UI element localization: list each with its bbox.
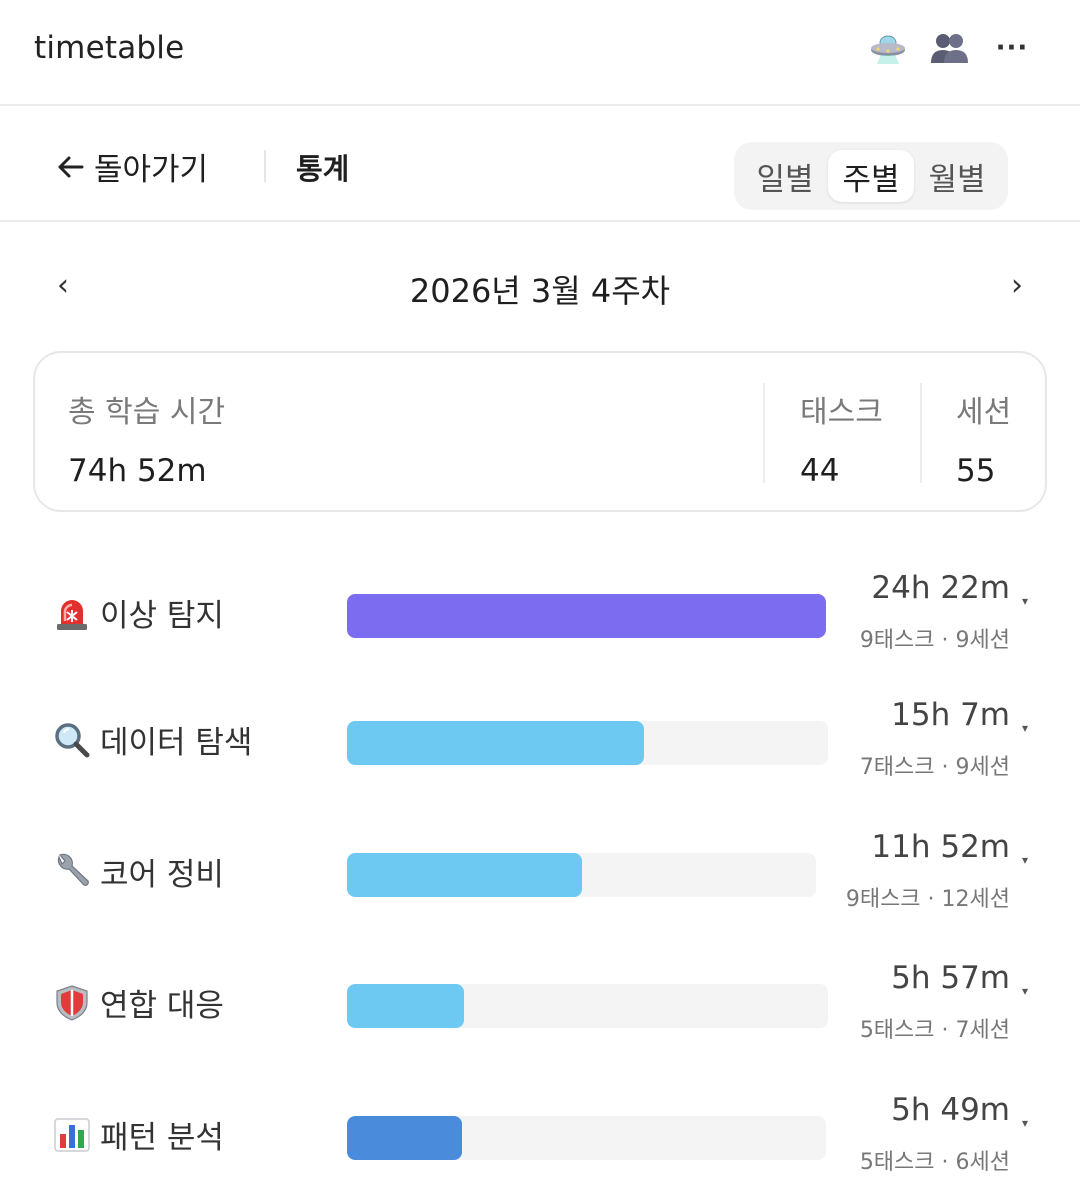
tab-monthly[interactable]: 월별 (928, 161, 986, 198)
category-row[interactable]: 연합 대응 5h 57m 5태스크 · 7세션 ▾ (0, 954, 1080, 1064)
back-arrow-icon (58, 156, 84, 177)
category-time: 24h 22m (871, 570, 1010, 606)
category-label: 연합 대응 (100, 988, 224, 1024)
category-time: 11h 52m (871, 829, 1010, 865)
category-label: 패턴 분석 (100, 1120, 224, 1156)
shield-icon (52, 983, 92, 1023)
sub-header: 돌아가기 통계 일별 주별 월별 (0, 106, 1080, 222)
next-period-button[interactable]: › (1011, 268, 1023, 303)
sessions-label: 세션 (956, 395, 1012, 430)
chevron-down-icon[interactable]: ▾ (1021, 984, 1028, 998)
period-label: 2026년 3월 4주차 (409, 272, 671, 310)
top-bar: timetable ··· (0, 0, 1080, 106)
summary-card: 총 학습 시간 74h 52m 태스크 44 세션 55 (33, 351, 1047, 512)
progress-fill (347, 721, 644, 765)
back-button[interactable]: 돌아가기 (56, 144, 208, 189)
divider (763, 383, 765, 483)
progress-fill (347, 1116, 462, 1160)
category-row[interactable]: 데이터 탐색 15h 7m 7태스크 · 9세션 ▾ (0, 691, 1080, 801)
magnifier-icon (52, 720, 92, 760)
category-time: 5h 49m (891, 1092, 1010, 1128)
sessions-value: 55 (956, 453, 996, 489)
progress-track (347, 853, 816, 897)
sessions-block: 세션 55 (956, 387, 1011, 489)
progress-track (347, 984, 828, 1028)
category-label: 데이터 탐색 (100, 725, 253, 761)
category-meta: 5태스크 · 6세션 (859, 1150, 1010, 1175)
progress-track (347, 594, 826, 638)
divider (920, 383, 922, 483)
category-meta: 5태스크 · 7세션 (859, 1018, 1010, 1043)
wrench-icon (52, 852, 92, 892)
page-title: 통계 (296, 152, 350, 186)
category-meta: 9태스크 · 9세션 (859, 628, 1010, 653)
progress-fill (347, 984, 464, 1028)
progress-track (347, 1116, 826, 1160)
category-label: 이상 탐지 (100, 598, 224, 634)
back-label: 돌아가기 (94, 152, 209, 188)
tasks-value: 44 (800, 453, 840, 489)
chevron-down-icon[interactable]: ▾ (1021, 594, 1028, 608)
ufo-icon[interactable] (868, 26, 908, 70)
tab-weekly[interactable]: 주별 (828, 150, 914, 202)
category-time: 15h 7m (891, 697, 1010, 733)
progress-track (347, 721, 828, 765)
category-name: 이상 탐지 (52, 590, 224, 635)
total-time-value: 74h 52m (68, 453, 207, 489)
category-name: 코어 정비 (52, 849, 224, 894)
category-row[interactable]: 코어 정비 11h 52m 9태스크 · 12세션 ▾ (0, 823, 1080, 933)
period-toggle: 일별 주별 월별 (734, 142, 1008, 210)
category-row[interactable]: 패턴 분석 5h 49m 5태스크 · 6세션 ▾ (0, 1086, 1080, 1192)
category-row[interactable]: 이상 탐지 24h 22m 9태스크 · 9세션 ▾ (0, 564, 1080, 674)
category-meta: 9태스크 · 12세션 (845, 887, 1010, 912)
category-label: 코어 정비 (100, 857, 224, 893)
category-name: 패턴 분석 (52, 1112, 224, 1157)
chevron-down-icon[interactable]: ▾ (1021, 853, 1028, 867)
prev-period-button[interactable]: ‹ (57, 268, 69, 303)
users-icon[interactable] (930, 26, 970, 70)
tasks-label: 태스크 (800, 395, 883, 430)
top-actions: ··· (868, 26, 1032, 70)
progress-fill (347, 853, 582, 897)
siren-icon (52, 593, 92, 633)
tasks-block: 태스크 44 (800, 387, 883, 489)
total-time-block: 총 학습 시간 74h 52m (68, 387, 225, 489)
chevron-down-icon[interactable]: ▾ (1021, 1116, 1028, 1130)
category-name: 연합 대응 (52, 980, 224, 1025)
chevron-down-icon[interactable]: ▾ (1021, 721, 1028, 735)
period-navigation: ‹ 2026년 3월 4주차 › (0, 262, 1080, 312)
category-meta: 7태스크 · 9세션 (859, 755, 1010, 780)
more-icon[interactable]: ··· (995, 33, 1029, 63)
bar-chart-icon (52, 1115, 92, 1155)
app-title: timetable (34, 30, 185, 66)
progress-fill (347, 594, 826, 638)
category-name: 데이터 탐색 (52, 717, 252, 762)
divider (264, 150, 266, 182)
category-time: 5h 57m (891, 960, 1010, 996)
total-time-label: 총 학습 시간 (68, 395, 226, 430)
tab-daily[interactable]: 일별 (756, 161, 814, 198)
